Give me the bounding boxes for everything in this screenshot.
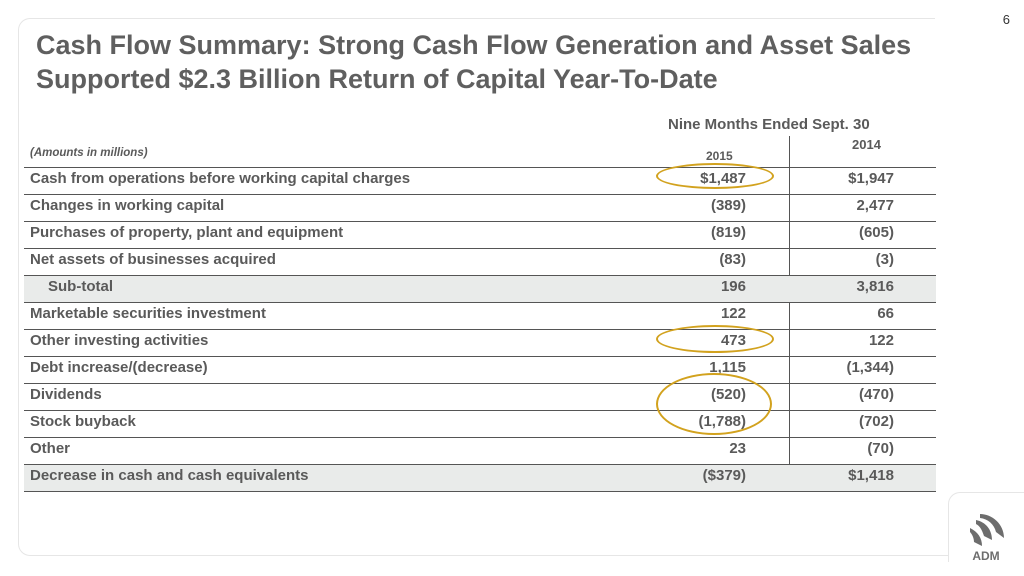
- value-2015: 23: [729, 440, 746, 457]
- value-2014: 66: [877, 305, 894, 322]
- subtotal-row: Sub-total 196 3,816: [24, 276, 936, 303]
- amounts-note: (Amounts in millions): [30, 147, 148, 159]
- row-label: Sub-total: [48, 278, 113, 295]
- row-label: Debt increase/(decrease): [30, 359, 208, 376]
- value-2015: ($379): [702, 467, 746, 484]
- value-2015: 122: [720, 305, 746, 322]
- value-2014: (470): [858, 386, 894, 403]
- value-2014: (1,344): [846, 359, 894, 376]
- value-2014: 3,816: [856, 278, 894, 295]
- table-row: Cash from operations before working capi…: [24, 168, 936, 195]
- total-row: Decrease in cash and cash equivalents ($…: [24, 465, 936, 492]
- table-row: Dividends (520) (470): [24, 384, 936, 411]
- column-divider: [789, 136, 790, 492]
- title-line-2: Supported $2.3 Billion Return of Capital…: [36, 64, 718, 94]
- cash-flow-table: Cash from operations before working capi…: [24, 167, 936, 492]
- value-2015: (819): [710, 224, 746, 241]
- row-label: Changes in working capital: [30, 197, 225, 214]
- value-2014: (70): [867, 440, 894, 457]
- row-label: Stock buyback: [30, 413, 136, 430]
- year-2015-header: 2015: [706, 149, 733, 163]
- year-2014-header: 2014: [852, 137, 881, 152]
- row-label: Dividends: [30, 386, 102, 403]
- table-row: Debt increase/(decrease) 1,115 (1,344): [24, 357, 936, 384]
- slide-title: Cash Flow Summary: Strong Cash Flow Gene…: [36, 28, 976, 96]
- row-label: Cash from operations before working capi…: [30, 170, 411, 187]
- table-row: Other investing activities 473 122: [24, 330, 936, 357]
- highlight-ellipse-return-of-capital: [656, 373, 772, 435]
- value-2014: (605): [858, 224, 894, 241]
- period-header: Nine Months Ended Sept. 30: [668, 116, 870, 133]
- value-2014: (3): [875, 251, 894, 268]
- row-label: Net assets of businesses acquired: [30, 251, 276, 268]
- value-2014: $1,947: [848, 170, 894, 187]
- value-2015: 1,115: [709, 359, 746, 376]
- highlight-ellipse-operations: [656, 163, 774, 189]
- value-2014: 122: [868, 332, 894, 349]
- value-2015: 196: [720, 278, 746, 295]
- value-2015: (83): [719, 251, 746, 268]
- table-row: Other 23 (70): [24, 438, 936, 465]
- table-row: Net assets of businesses acquired (83) (…: [24, 249, 936, 276]
- row-label: Decrease in cash and cash equivalents: [30, 467, 309, 484]
- row-label: Marketable securities investment: [30, 305, 266, 322]
- frame-gap: [935, 10, 1024, 490]
- value-2014: $1,418: [848, 467, 894, 484]
- table-row: Changes in working capital (389) 2,477: [24, 195, 936, 222]
- row-label: Other: [30, 440, 71, 457]
- table-row: Stock buyback (1,788) (702): [24, 411, 936, 438]
- title-line-1: Cash Flow Summary: Strong Cash Flow Gene…: [36, 30, 912, 60]
- value-2014: (702): [858, 413, 894, 430]
- table-row: Purchases of property, plant and equipme…: [24, 222, 936, 249]
- table-row: Marketable securities investment 122 66: [24, 303, 936, 330]
- adm-logo-icon: ADM: [970, 514, 1004, 562]
- highlight-ellipse-investing: [656, 325, 774, 353]
- row-label: Other investing activities: [30, 332, 209, 349]
- page-number: 6: [1002, 12, 1010, 27]
- slide-frame: [18, 18, 1022, 556]
- value-2014: 2,477: [856, 197, 894, 214]
- value-2015: (389): [710, 197, 746, 214]
- logo-text: ADM: [972, 549, 999, 562]
- row-label: Purchases of property, plant and equipme…: [30, 224, 344, 241]
